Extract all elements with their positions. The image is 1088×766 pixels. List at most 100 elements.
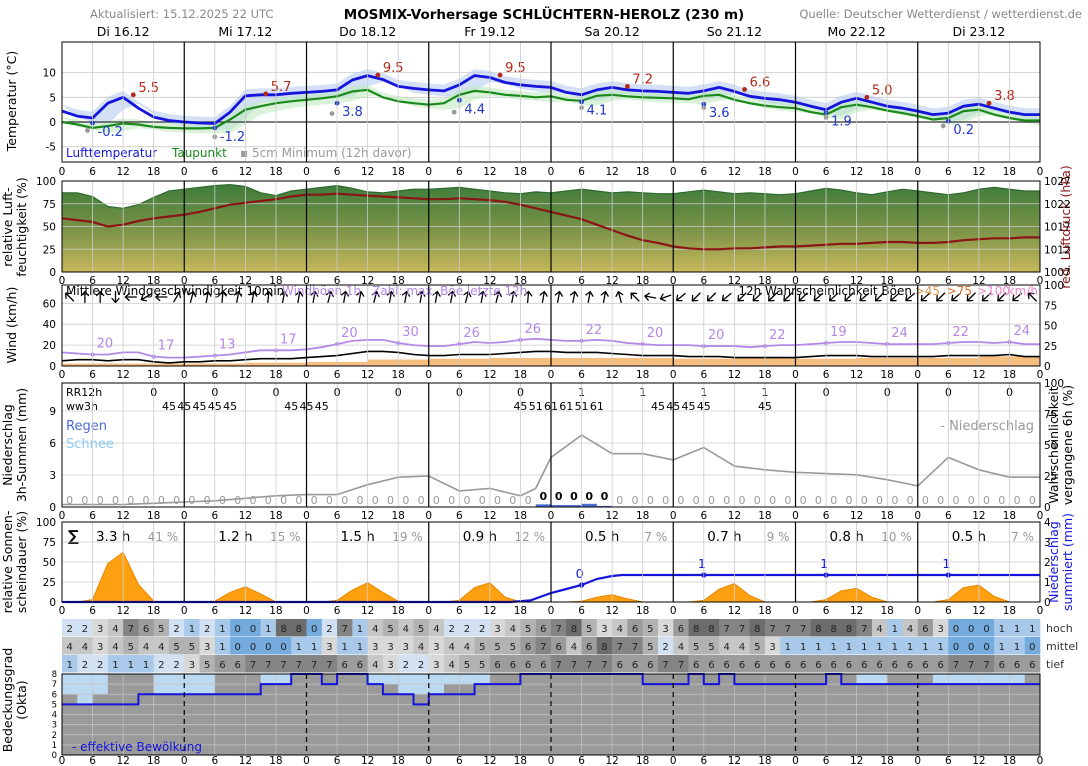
cloud-layer-cell — [459, 637, 475, 655]
precip-amount-label: 0 — [463, 494, 470, 507]
wind-direction-arrow — [356, 290, 365, 304]
hour-label: 6 — [211, 755, 218, 766]
cloud-layer-value: 1 — [219, 642, 225, 653]
cloud-layer-value: 4 — [448, 642, 454, 653]
hour-label: 0 — [303, 369, 310, 381]
hour-label: 18 — [514, 510, 527, 522]
cloud-layer-value: 5 — [158, 624, 164, 635]
cum-precip-ytick: 3 — [1044, 537, 1051, 549]
wind-direction-arrow — [859, 292, 870, 302]
precip-amount-label: 0 — [647, 494, 654, 507]
cloud-layer-value: 4 — [907, 624, 913, 635]
sunshine-ytick: 0 — [49, 597, 56, 609]
hour-label: 18 — [514, 166, 527, 178]
hour-label: 0 — [181, 755, 188, 766]
pressure-ytick: 1017 — [1044, 222, 1071, 234]
wind-direction-arrow — [140, 293, 152, 302]
cloud-layer-value: 6 — [678, 624, 684, 635]
precip-amount-label: 0 — [677, 494, 684, 507]
cloud-layer-value: 5 — [586, 624, 592, 635]
cloud-layer-cell — [719, 619, 735, 637]
max-gust-label: 22 — [769, 328, 786, 343]
panel-border — [61, 673, 1041, 756]
cloud-layer-value: 6 — [937, 660, 943, 671]
cloud-layer-cell — [566, 655, 582, 673]
gust-prob-ytick: 100 — [1044, 280, 1064, 292]
hour-label: 6 — [456, 755, 463, 766]
hour-label: 0 — [1037, 755, 1044, 766]
cum-precip-ytick: 0 — [1044, 597, 1051, 609]
cloud-layer-cell — [382, 655, 399, 673]
cloud-layer-cell — [489, 637, 506, 655]
cloud-layer-value: 0 — [953, 642, 959, 653]
precip-ytick: 0 — [49, 502, 56, 514]
cloud-layer-value: 4 — [158, 642, 164, 653]
cloud-layer-cell — [795, 637, 812, 655]
hour-label: 0 — [1037, 605, 1044, 617]
hour-label: 0 — [303, 510, 310, 522]
hour-label: 12 — [483, 275, 496, 287]
precip-amount-label: 0 — [295, 494, 302, 507]
cloud-layer-value: 6 — [617, 660, 623, 671]
hour-label: 18 — [392, 510, 405, 522]
cloud-layer-value: 4 — [372, 624, 378, 635]
precip-amount-label: 0 — [280, 494, 287, 507]
hour-label: 0 — [914, 275, 921, 287]
hour-label: 12 — [361, 510, 374, 522]
cloud-layer-value: 1 — [907, 642, 913, 653]
rain-bar — [596, 505, 613, 507]
max-gust-label: 19 — [830, 325, 847, 340]
cloud-layer-value: 7 — [739, 624, 745, 635]
day-header-row: Di 16.12 Mi 17.12 Do 18.12 Fr 19.12 Sa 20.12… — [97, 24, 1006, 39]
cloud-layer-cell — [352, 637, 368, 655]
hour-label: 6 — [89, 275, 96, 287]
cum-precip-axis-label-2: summiert (mm) — [1060, 513, 1075, 611]
cloud-layer-cell — [551, 619, 567, 637]
cloud-layer-cell — [337, 637, 353, 655]
wind-direction-arrow — [96, 290, 105, 304]
cloud-layer-cell — [780, 637, 796, 655]
cloud-layer-cell — [871, 655, 888, 673]
legend-gust-unit: km/h — [1008, 284, 1038, 298]
precip-amount-label: 0 — [250, 494, 257, 507]
hour-label: 12 — [972, 166, 985, 178]
cloud-layer-cell — [887, 619, 903, 637]
cloud-layer-cell — [245, 637, 261, 655]
hour-label: 0 — [1037, 166, 1044, 178]
hour-label: 6 — [211, 166, 218, 178]
hour-label: 18 — [269, 755, 282, 766]
hour-label: 0 — [548, 275, 555, 287]
cloud-layer-value: 0 — [250, 624, 256, 635]
hour-label: 6 — [945, 605, 952, 617]
cloud-layer-cell — [642, 655, 659, 673]
cloud-layer-value: 3 — [204, 642, 210, 653]
hour-label: 0 — [59, 275, 66, 287]
cloud-layer-value: 7 — [983, 660, 989, 671]
page-title: MOSMIX-Vorhersage SCHLÜCHTERN-HEROLZ (23… — [344, 5, 744, 23]
sunshine-sum-pct: 15 % — [270, 530, 301, 544]
cloud-layer-value: 4 — [510, 624, 516, 635]
cloud-layer-value: 1 — [265, 624, 271, 635]
daily-max-dot — [625, 84, 630, 89]
hour-label: 12 — [972, 755, 985, 766]
hour-label: 6 — [89, 510, 96, 522]
cloud-layer-value: 8 — [280, 624, 286, 635]
cloud-layer-cell — [826, 619, 842, 637]
cloud-layer-cell — [367, 655, 384, 673]
hour-label: 6 — [89, 166, 96, 178]
cloud-layer-cell — [734, 637, 750, 655]
hour-label: 12 — [483, 755, 496, 766]
cloud-layer-cell — [275, 637, 292, 655]
cloud-layer-value: 7 — [540, 642, 546, 653]
cloud-layer-cell — [505, 655, 521, 673]
hour-label: 0 — [548, 755, 555, 766]
cloud-layer-cell — [1024, 637, 1041, 655]
cloud-layer-value: 8 — [708, 624, 714, 635]
cloud-layer-value: 8 — [693, 624, 699, 635]
hour-label: 0 — [1037, 369, 1044, 381]
precip-amount-label: 0 — [555, 490, 563, 503]
daily-max-dot — [742, 86, 747, 92]
cloud-layer-value: 2 — [82, 624, 88, 635]
cloud-layer-cell — [199, 655, 216, 673]
